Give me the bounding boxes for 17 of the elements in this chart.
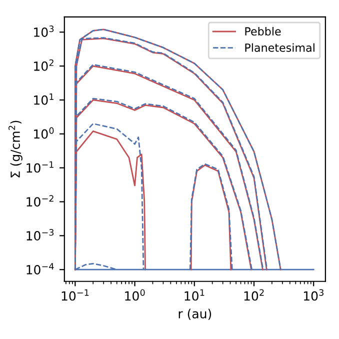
y-tick-label: 10$^{−4}$ [26,263,54,274]
x-tick-label: 10$^{0}$ [125,289,145,301]
y-tick-label: 10$^{−2}$ [26,195,54,207]
y-tick-label: 10$^{−1}$ [26,161,54,173]
x-tick-label: 10$^{3}$ [304,289,324,301]
y-tick-label: 10$^{1}$ [34,93,54,105]
x-tick-label: 10$^{1}$ [184,289,204,301]
x-tick-label: 10$^{−1}$ [62,289,89,301]
y-tick-label: 10$^{3}$ [34,25,54,37]
legend-label: Pebble [245,26,281,36]
x-axis-title: r (au) [178,308,212,320]
x-tick-label: 10$^{2}$ [244,289,264,301]
y-tick-label: 10$^{2}$ [34,59,54,71]
y-tick-label: 10$^{0}$ [34,127,54,139]
y-tick-label: 10$^{−3}$ [26,229,54,241]
y-axis-title: Σ (g/cm$^{2}$) [8,120,22,178]
legend-label: Planetesimal [245,43,314,52]
